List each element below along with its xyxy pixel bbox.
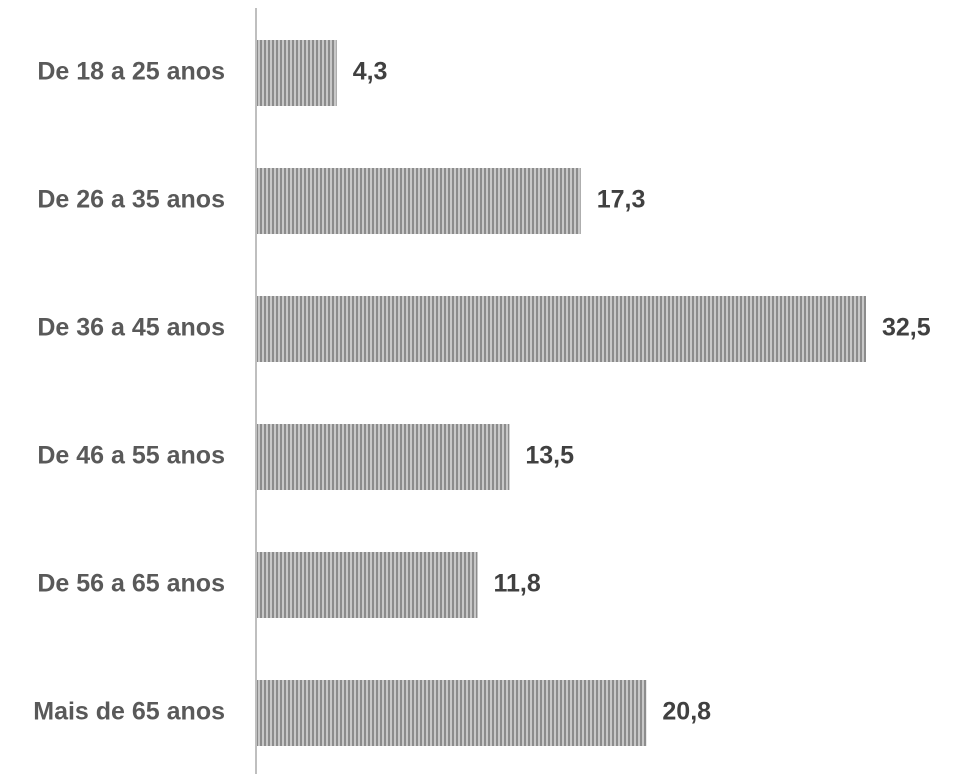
value-label: 4,3 <box>353 58 388 86</box>
bars-group <box>256 40 866 746</box>
category-label: De 36 a 45 anos <box>37 314 225 342</box>
category-label: De 56 a 65 anos <box>37 570 225 598</box>
value-label: 13,5 <box>525 442 574 470</box>
value-labels-group: 4,3 17,3 32,5 13,5 11,8 20,8 <box>353 58 931 726</box>
value-label: 32,5 <box>882 314 931 342</box>
category-label: De 26 a 35 anos <box>37 186 225 214</box>
category-label: De 18 a 25 anos <box>37 58 225 86</box>
value-label: 20,8 <box>662 698 711 726</box>
bar-2 <box>256 168 581 234</box>
bar-3 <box>256 296 866 362</box>
bar-6 <box>256 680 647 746</box>
category-label: Mais de 65 anos <box>33 698 225 726</box>
category-labels-group: De 18 a 25 anos De 26 a 35 anos De 36 a 45… <box>33 58 225 726</box>
value-label: 11,8 <box>493 570 540 598</box>
value-label: 17,3 <box>597 186 646 214</box>
bar-4 <box>256 424 510 490</box>
bar-1 <box>256 40 337 106</box>
category-label: De 46 a 55 anos <box>37 442 225 470</box>
bar-5 <box>256 552 478 618</box>
